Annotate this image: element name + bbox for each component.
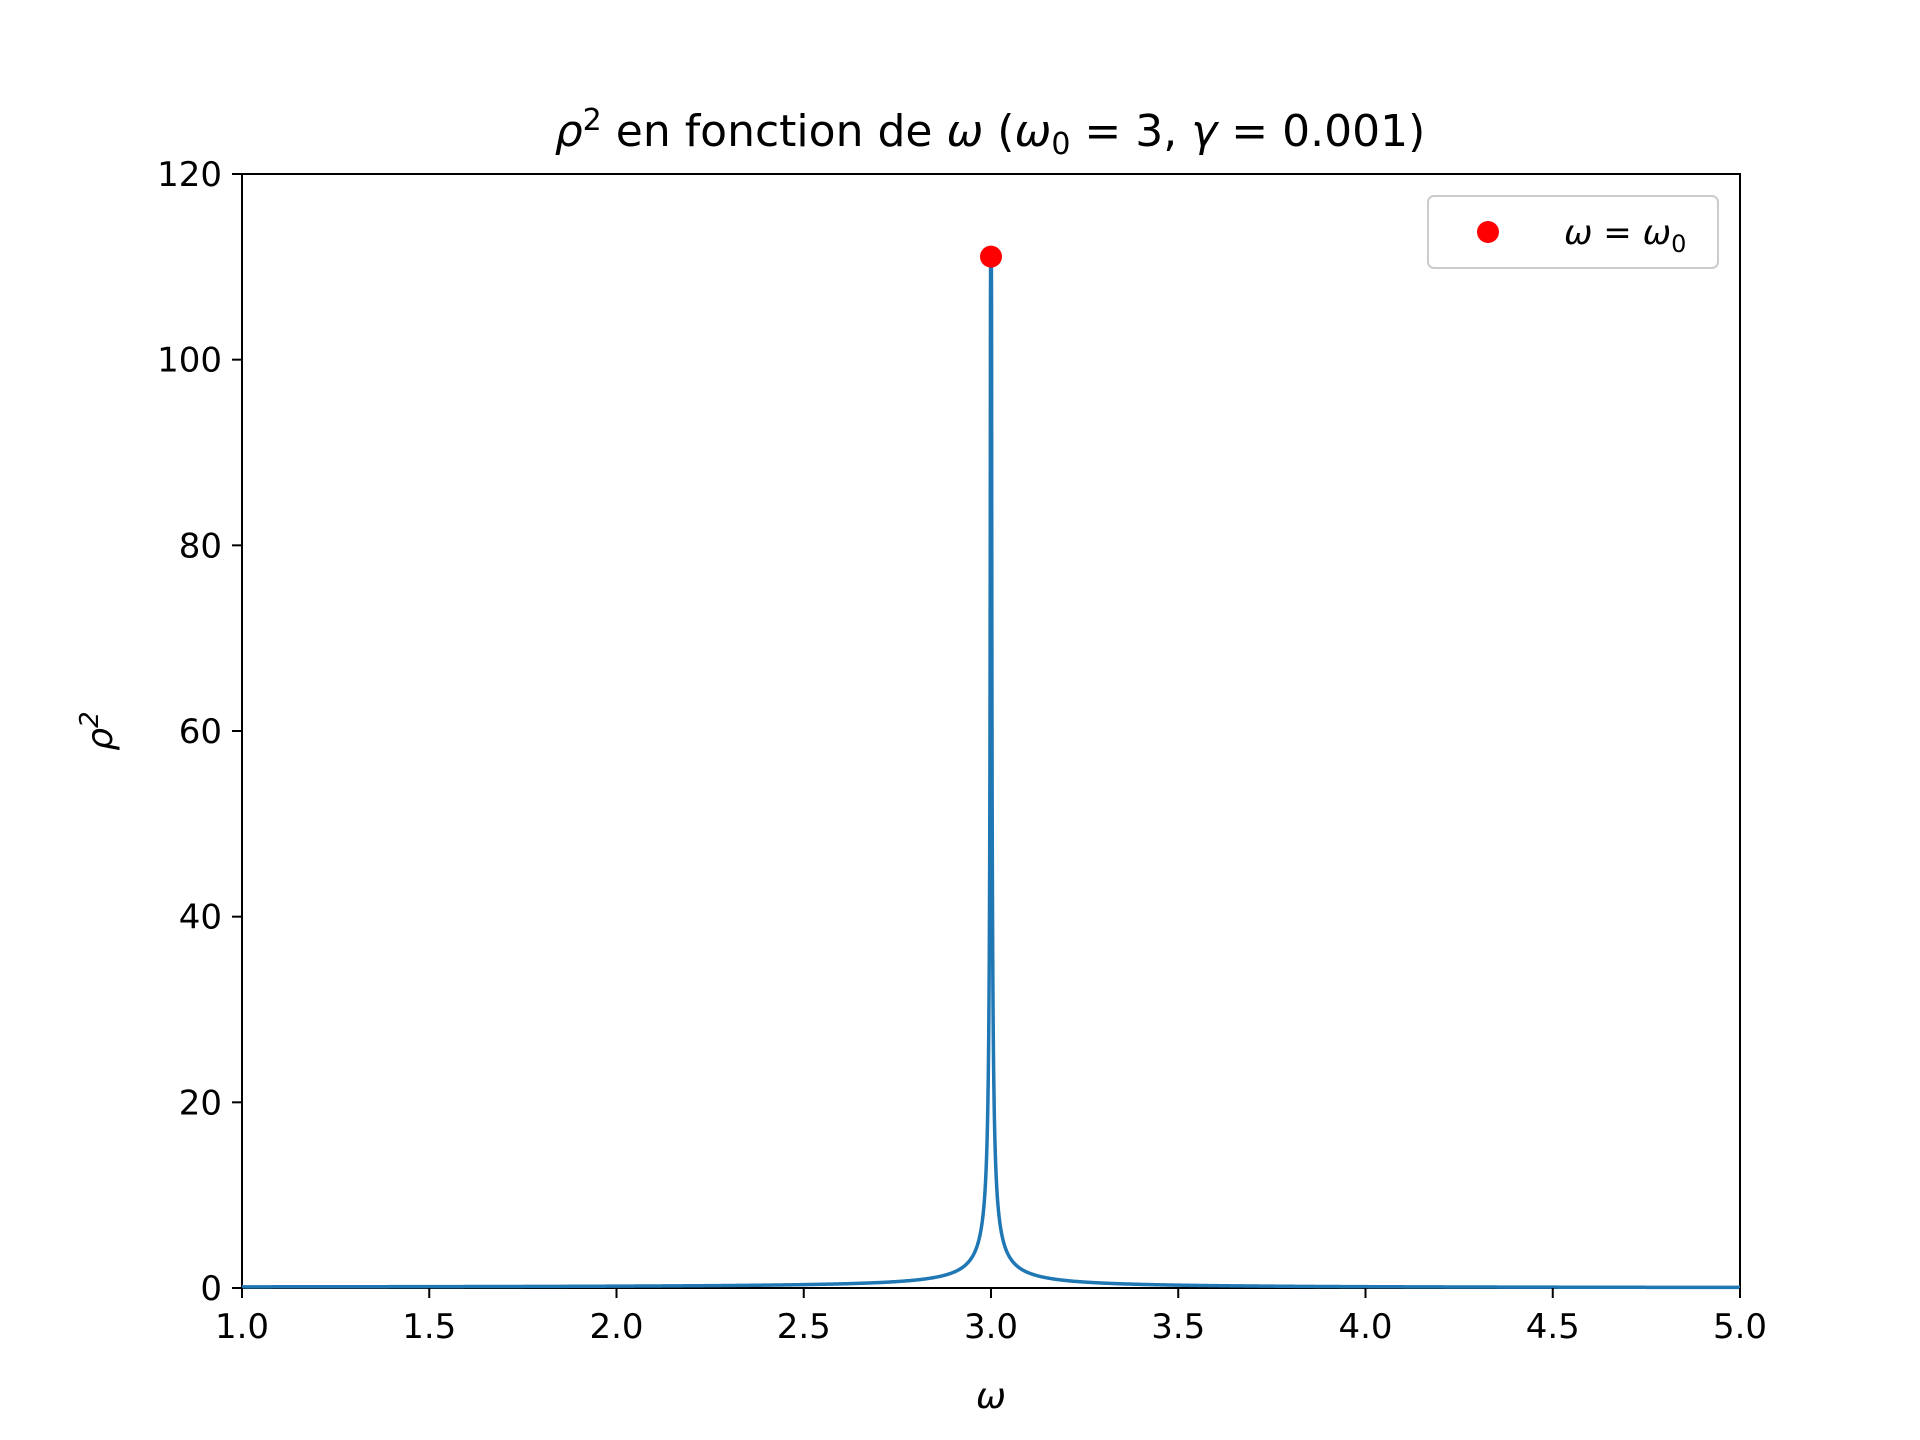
y-tick-label: 40 — [179, 898, 222, 938]
x-tick-label: 3.0 — [964, 1307, 1018, 1347]
legend-marker-icon — [1477, 221, 1499, 243]
x-tick-label: 4.0 — [1338, 1307, 1392, 1347]
legend: ω = ω0 — [1427, 195, 1719, 269]
legend-box — [1427, 195, 1719, 269]
y-tick-label: 100 — [157, 341, 222, 381]
x-tick-label: 1.5 — [402, 1307, 456, 1347]
x-tick-label: 3.5 — [1151, 1307, 1205, 1347]
y-axis-label: ρ2 — [75, 711, 121, 750]
x-tick-label: 1.0 — [215, 1307, 269, 1347]
x-tick-label: 5.0 — [1713, 1307, 1767, 1347]
y-tick-label: 80 — [179, 526, 222, 566]
y-tick-label: 60 — [179, 712, 222, 752]
svg-text:ρ2: ρ2 — [75, 711, 121, 750]
x-axis-label: ω — [976, 1376, 1006, 1417]
legend-entry-label: ω = ω0 — [1564, 213, 1686, 258]
y-tick-label: 120 — [157, 155, 222, 195]
x-tick-label: 2.5 — [777, 1307, 831, 1347]
x-tick-label: 4.5 — [1526, 1307, 1580, 1347]
peak-marker-omega-equals-omega0 — [980, 245, 1002, 268]
y-axis-ticks: 0 20 40 60 80 100 120 — [157, 155, 242, 1309]
x-axis-ticks: 1.0 1.5 2.0 2.5 3.0 3.5 4.0 4.5 5.0 — [215, 1288, 1767, 1347]
y-tick-label: 20 — [179, 1083, 222, 1123]
chart-title: ρ2 en fonction de ω (ω0 = 3, γ = 0.001) — [555, 103, 1426, 162]
y-tick-label: 0 — [200, 1269, 222, 1309]
x-tick-label: 2.0 — [589, 1307, 643, 1347]
